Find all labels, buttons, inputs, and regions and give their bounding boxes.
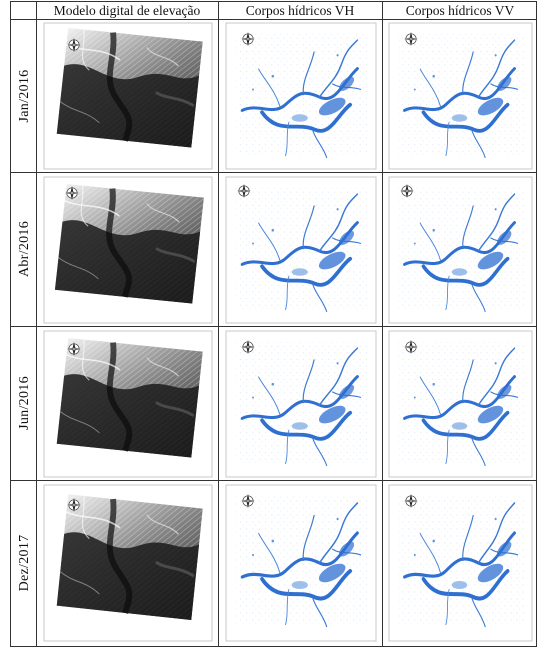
vv-water-thumbnail [388, 22, 533, 170]
dem-thumbnail [43, 330, 213, 478]
row-label-jun-2016: Jun/2016 [17, 376, 32, 430]
table-grid [10, 1, 537, 647]
dem-thumbnail [43, 22, 213, 170]
header-row: Modelo digital de elevação Corpos hídric… [54, 3, 515, 18]
table-row [43, 176, 533, 324]
table-row [43, 330, 533, 478]
vh-water-thumbnail [225, 22, 377, 170]
table-row [43, 484, 533, 642]
row-label-abr-2016: Abr/2016 [17, 221, 32, 277]
figure-table: Modelo digital de elevação Corpos hídric… [10, 1, 537, 647]
row-label-jan-2016: Jan/2016 [17, 70, 32, 123]
header-vv: Corpos hídricos VV [406, 3, 515, 18]
vv-water-thumbnail [388, 176, 533, 324]
vh-water-thumbnail [225, 330, 377, 478]
vh-water-thumbnail [225, 176, 377, 324]
vv-water-thumbnail [388, 484, 533, 642]
vv-water-thumbnail [388, 330, 533, 478]
vh-water-thumbnail [225, 484, 377, 642]
table-row [43, 22, 533, 170]
dem-thumbnail [43, 484, 213, 642]
row-labels: Jan/2016 Abr/2016 Jun/2016 Dez/2017 [17, 70, 32, 592]
row-label-dez-2017: Dez/2017 [17, 535, 32, 592]
header-dem: Modelo digital de elevação [54, 3, 201, 18]
header-vh: Corpos hídricos VH [246, 3, 355, 18]
dem-thumbnail [43, 176, 213, 324]
